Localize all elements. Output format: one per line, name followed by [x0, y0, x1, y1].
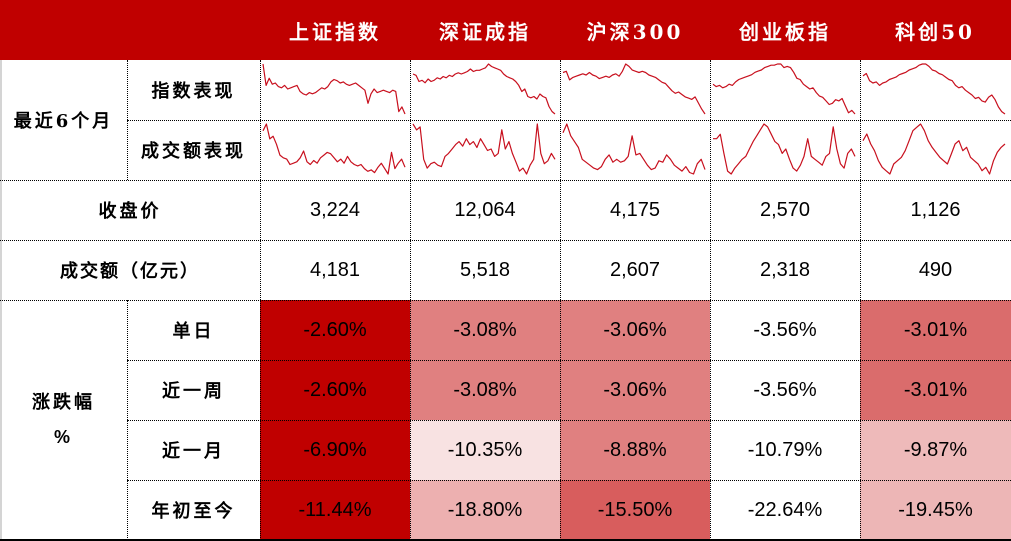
grid-line [127, 420, 1011, 421]
volume-sparkline-star50 [861, 121, 1009, 179]
change-cell-szse: -3.08% [410, 300, 560, 360]
change-label-percent: % [53, 427, 73, 447]
header-sse-composite: 上证指数 [289, 19, 381, 44]
change-cell-star50: -9.87% [860, 420, 1011, 480]
change-cell-sse: -2.60% [260, 360, 410, 420]
index-sparkline-sse [261, 61, 409, 119]
change-cell-szse: -10.35% [410, 420, 560, 480]
table-header: 上证指数 深证成指 沪深300 创业板指 科创50 [0, 0, 1011, 60]
change-cell-chinext: -3.56% [710, 360, 860, 420]
index-sparkline-chinext [711, 61, 859, 119]
close-price-csi300: 4,175 [609, 198, 661, 221]
index-sparkline-star50 [861, 61, 1009, 119]
period-label: 单日 [172, 321, 215, 342]
volume-sparkline-csi300 [561, 121, 709, 179]
change-cell-csi300: -8.88% [560, 420, 710, 480]
period-label: 年初至今 [151, 501, 236, 522]
change-cell-szse: -3.08% [410, 360, 560, 420]
change-cell-star50: -3.01% [860, 360, 1011, 420]
header-szse-component: 深证成指 [439, 19, 531, 44]
grid-line [127, 360, 1011, 361]
grid-line [0, 180, 1011, 181]
header-chinext: 创业板指 [739, 19, 831, 44]
change-cell-csi300: -3.06% [560, 360, 710, 420]
close-price-chinext: 2,570 [759, 198, 811, 221]
turnover-sse: 4,181 [309, 258, 361, 281]
change-cell-chinext: -3.56% [710, 300, 860, 360]
change-cell-sse: -11.44% [260, 480, 410, 540]
turnover-szse: 5,518 [459, 258, 511, 281]
close-price-label: 收盘价 [98, 201, 162, 222]
change-cell-csi300: -15.50% [560, 480, 710, 540]
turnover-csi300: 2,607 [609, 258, 661, 281]
turnover-star50: 490 [918, 258, 953, 281]
close-price-sse: 3,224 [309, 198, 361, 221]
grid-line [127, 120, 1011, 121]
index-sparkline-csi300 [561, 61, 709, 119]
recent-6-months-label: 最近6个月 [13, 111, 114, 132]
index-sparkline-szse [411, 61, 559, 119]
grid-line [127, 480, 1011, 481]
close-price-szse: 12,064 [454, 198, 516, 221]
change-cell-chinext: -10.79% [710, 420, 860, 480]
change-cell-sse: -6.90% [260, 420, 410, 480]
header-csi300: 沪深300 [586, 19, 684, 44]
period-label: 近一周 [162, 381, 225, 402]
grid-line [0, 240, 1011, 241]
volume-sparkline-szse [411, 121, 559, 179]
turnover-chinext: 2,318 [759, 258, 811, 281]
change-cell-sse: -2.60% [260, 300, 410, 360]
index-performance-label: 指数表现 [151, 81, 236, 102]
volume-sparkline-chinext [711, 121, 859, 179]
change-cell-csi300: -3.06% [560, 300, 710, 360]
change-cell-szse: -18.80% [410, 480, 560, 540]
change-cell-star50: -3.01% [860, 300, 1011, 360]
volume-sparkline-sse [261, 121, 409, 179]
header-star50: 科创50 [895, 19, 975, 44]
close-price-star50: 1,126 [910, 198, 961, 221]
change-cell-star50: -19.45% [860, 480, 1011, 540]
period-label: 近一月 [162, 441, 225, 462]
bottom-border [0, 539, 1011, 541]
change-label-text: 涨跌幅 [32, 392, 95, 413]
volume-performance-label: 成交额表现 [141, 141, 246, 162]
change-label: 涨跌幅 % [0, 300, 127, 540]
grid-line [0, 300, 1011, 301]
change-cell-chinext: -22.64% [710, 480, 860, 540]
turnover-label: 成交额（亿元） [60, 261, 200, 282]
